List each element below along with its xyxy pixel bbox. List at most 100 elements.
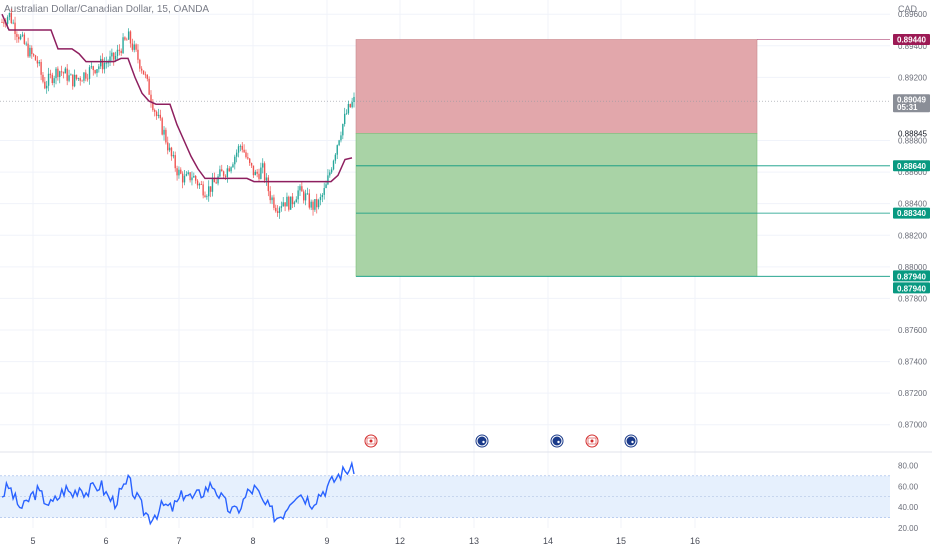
y-tick-label: 0.87200 <box>898 389 927 398</box>
candle-body <box>72 74 74 87</box>
candle-body <box>293 202 296 205</box>
candle-body <box>96 69 98 74</box>
rsi-tick-label: 80.00 <box>898 461 919 470</box>
candle-body <box>31 47 33 55</box>
candle-body <box>8 12 11 18</box>
candle-body <box>139 59 141 69</box>
candle-body <box>180 169 182 174</box>
candle-body <box>81 80 83 82</box>
candle-body <box>193 175 195 178</box>
rsi-pane <box>0 460 890 526</box>
candle-body <box>275 207 277 212</box>
candle-body <box>94 70 96 74</box>
candle-body <box>101 58 104 70</box>
flag-body <box>626 436 636 446</box>
candle-body <box>256 171 258 174</box>
candle-body <box>239 145 242 147</box>
candle-body <box>83 72 85 81</box>
candle-body <box>21 34 24 36</box>
candle-body <box>224 175 227 177</box>
candle-body <box>146 74 148 79</box>
au-flag-icon[interactable] <box>475 434 489 448</box>
candle-body <box>332 160 335 170</box>
candle-body <box>314 199 316 210</box>
candle-body <box>53 78 55 84</box>
candle-body <box>122 37 124 54</box>
candle-body <box>157 114 160 116</box>
x-tick-label: 15 <box>616 536 626 546</box>
candle-body <box>247 157 249 159</box>
price-axis[interactable]: 0.89600 0.89400 0.89200 0.88800 0.88600 0.884… <box>898 10 927 430</box>
candle-body <box>215 182 217 184</box>
candle-body <box>161 118 163 135</box>
candle-body <box>109 56 111 63</box>
candle-body <box>217 176 219 184</box>
candle-body <box>187 172 189 174</box>
candle-body <box>221 169 223 172</box>
candle-body <box>152 102 154 111</box>
candle-body <box>174 155 176 169</box>
candle-body <box>213 178 216 183</box>
candle-body <box>148 78 150 95</box>
candle-body <box>29 47 31 57</box>
candle-body <box>150 94 152 103</box>
candle-body <box>226 168 229 177</box>
au-flag-icon[interactable] <box>624 434 638 448</box>
time-axis[interactable]: 5 6 7 8 9 12 13 14 15 16 <box>30 536 700 546</box>
candle-body <box>16 34 18 37</box>
candle-body <box>88 67 91 79</box>
candle-body <box>351 102 353 108</box>
candle-body <box>12 22 14 24</box>
x-tick-label: 13 <box>469 536 479 546</box>
y-tick-label: 0.87800 <box>898 294 927 303</box>
candle-body <box>167 142 169 151</box>
candle-body <box>183 175 186 183</box>
candle-body <box>289 196 292 210</box>
candle-body <box>103 63 106 70</box>
candle-body <box>284 202 286 207</box>
candle-body <box>243 149 245 153</box>
au-flag-icon[interactable] <box>550 434 564 448</box>
candle-body <box>85 72 87 79</box>
candle-body <box>10 12 13 24</box>
x-tick-label: 12 <box>395 536 405 546</box>
candle-body <box>317 200 320 208</box>
stop-loss-zone <box>355 39 758 134</box>
currency-label: CAD <box>898 4 918 14</box>
event-markers[interactable] <box>364 434 638 448</box>
candle-body <box>126 39 128 41</box>
candle-body <box>55 68 57 79</box>
candle-body <box>154 110 156 112</box>
flag-leaf <box>369 439 373 443</box>
candle-body <box>235 152 238 157</box>
candle-body <box>269 191 271 201</box>
candle-body <box>127 31 130 40</box>
candle-body <box>202 184 204 196</box>
candle-body <box>60 71 63 73</box>
candle-body <box>170 147 173 157</box>
flag-leaf <box>590 439 594 443</box>
candle-body <box>353 96 355 103</box>
candle-body <box>250 163 253 166</box>
ca-flag-icon[interactable] <box>585 434 599 448</box>
candle-body <box>196 180 199 186</box>
candle-body <box>3 22 5 24</box>
candle-body <box>178 169 180 176</box>
candle-body <box>310 201 312 208</box>
candle-body <box>336 145 338 155</box>
candle-body <box>260 167 262 179</box>
candle-body <box>172 155 175 157</box>
flag-body <box>552 436 562 446</box>
candle-body <box>133 44 135 50</box>
ca-flag-icon[interactable] <box>364 434 378 448</box>
candle-body <box>237 146 240 153</box>
position-zones[interactable] <box>0 39 890 277</box>
candle-body <box>349 103 351 108</box>
candle-body <box>245 152 247 158</box>
candle-body <box>327 175 329 185</box>
target-1-tag: 0.88340 <box>897 209 926 218</box>
candle-body <box>276 211 279 213</box>
current-price-tag: 0.89049 <box>897 96 926 105</box>
